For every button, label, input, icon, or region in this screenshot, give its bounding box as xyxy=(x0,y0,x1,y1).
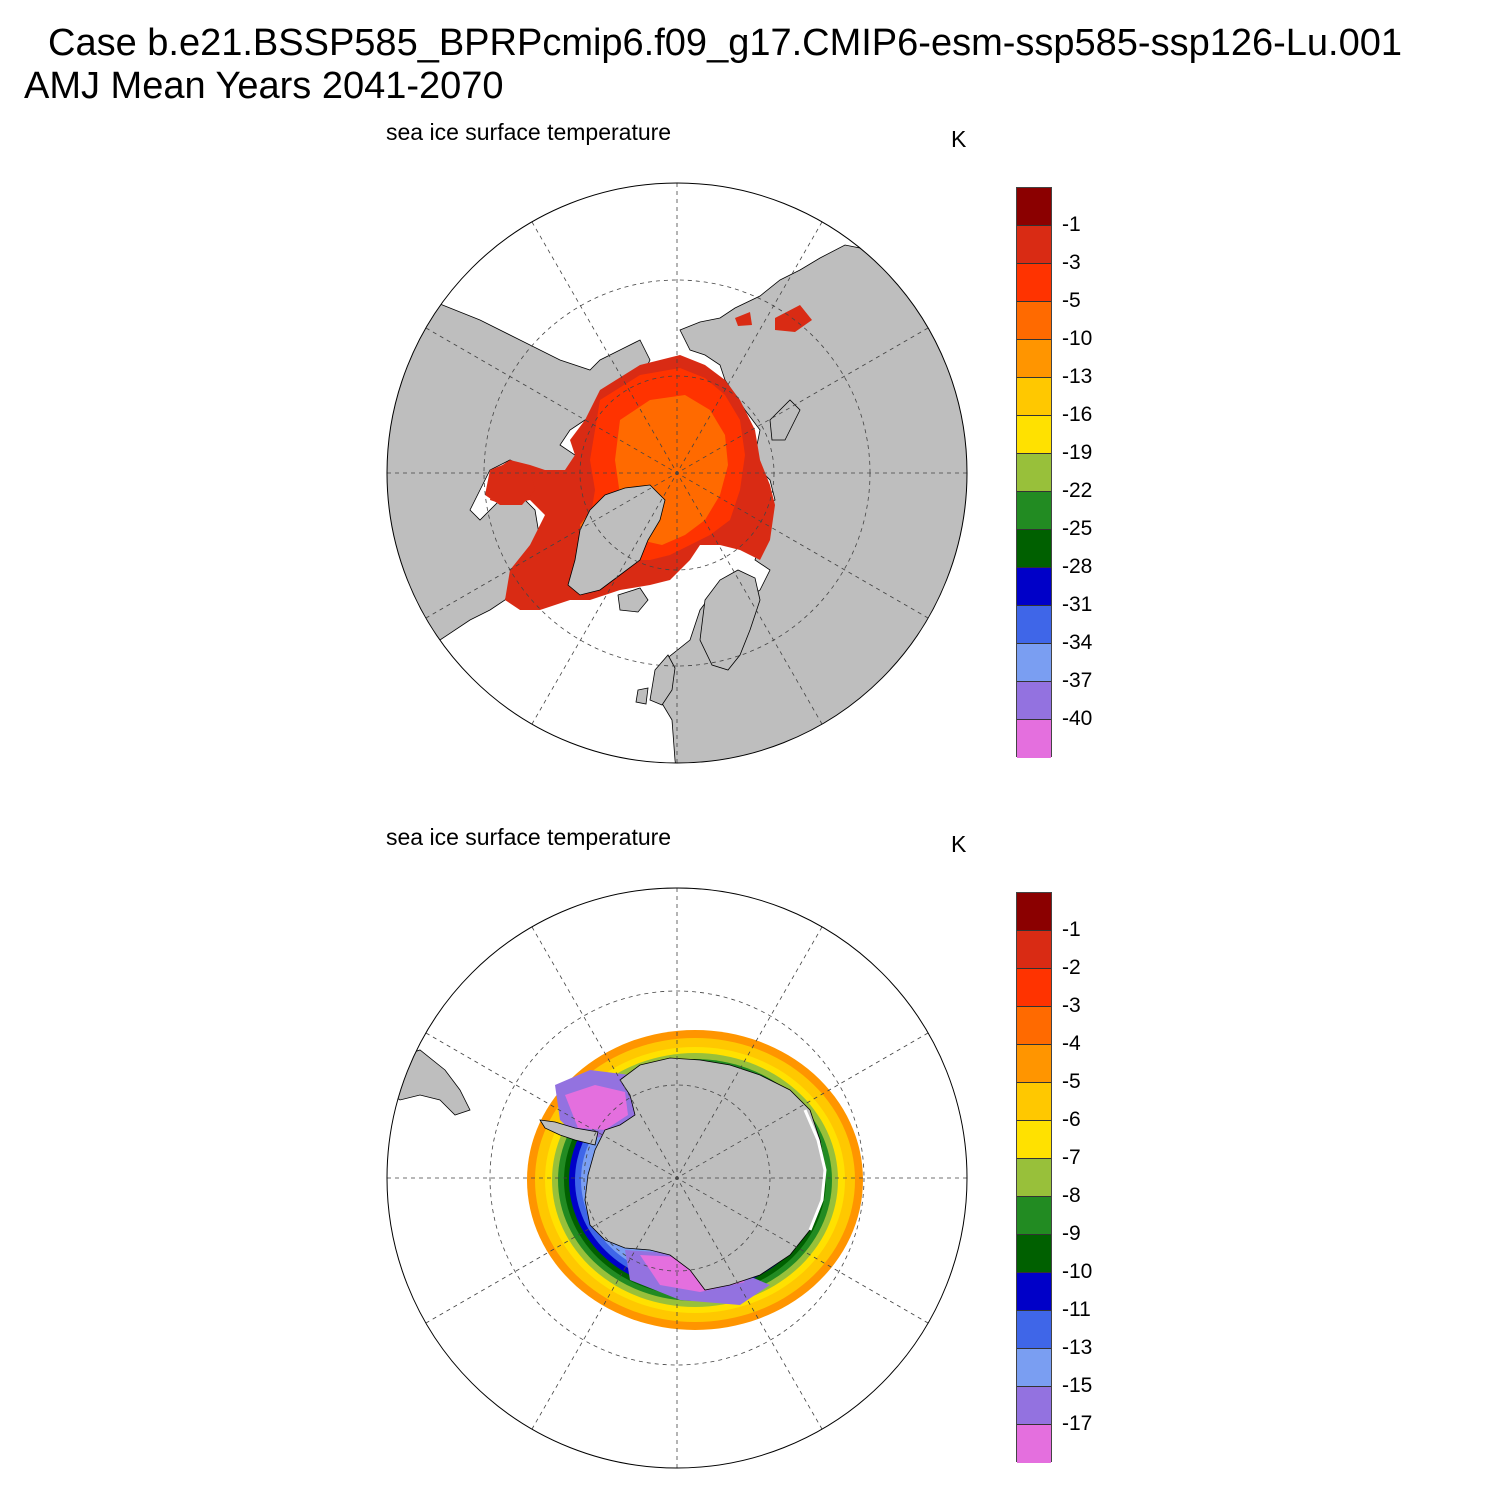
colorbar-swatch xyxy=(1017,492,1051,530)
colorbar-label: -1 xyxy=(1062,213,1081,236)
arctic-graticule xyxy=(387,183,967,763)
antarctic-colorbar xyxy=(1016,892,1052,1463)
arctic-panel-title: sea ice surface temperature xyxy=(386,119,672,145)
colorbar-swatch xyxy=(1017,969,1051,1007)
colorbar-label: -3 xyxy=(1062,994,1081,1017)
colorbar-label: -16 xyxy=(1062,403,1093,426)
period-title: AMJ Mean Years 2041-2070 xyxy=(24,65,504,107)
colorbar-swatch xyxy=(1017,530,1051,568)
colorbar-label: -25 xyxy=(1062,517,1093,540)
colorbar-swatch xyxy=(1017,931,1051,969)
colorbar-label: -1 xyxy=(1062,918,1081,941)
colorbar-swatch xyxy=(1017,682,1051,720)
arctic-colorbar xyxy=(1016,187,1052,758)
colorbar-swatch xyxy=(1017,1045,1051,1083)
colorbar-swatch xyxy=(1017,264,1051,302)
colorbar-label: -40 xyxy=(1062,707,1093,730)
colorbar-label: -3 xyxy=(1062,251,1081,274)
arctic-units: K xyxy=(951,126,967,152)
bering-ice xyxy=(735,312,752,326)
hudson-bay-ice xyxy=(485,462,535,505)
colorbar-swatch xyxy=(1017,1311,1051,1349)
colorbar-swatch xyxy=(1017,1349,1051,1387)
colorbar-swatch xyxy=(1017,454,1051,492)
colorbar-swatch xyxy=(1017,1425,1051,1463)
british-isles-land xyxy=(635,654,676,706)
colorbar-swatch xyxy=(1017,1387,1051,1425)
colorbar-label: -22 xyxy=(1062,479,1093,502)
weddell-sea-coldest xyxy=(565,1085,628,1130)
colorbar-swatch xyxy=(1017,1159,1051,1197)
colorbar-label: -13 xyxy=(1062,1336,1093,1359)
colorbar-label: -28 xyxy=(1062,555,1093,578)
scandinavia-land xyxy=(699,569,761,671)
novaya-zemlya-land xyxy=(769,399,801,441)
colorbar-label: -37 xyxy=(1062,669,1093,692)
antarctic-units: K xyxy=(951,831,967,857)
colorbar-label: -9 xyxy=(1062,1222,1081,1245)
colorbar-label: -7 xyxy=(1062,1146,1081,1169)
colorbar-swatch xyxy=(1017,1083,1051,1121)
colorbar-label: -11 xyxy=(1062,1298,1091,1321)
antarctic-map xyxy=(387,888,967,1468)
colorbar-swatch xyxy=(1017,568,1051,606)
case-title: Case b.e21.BSSP585_BPRPcmip6.f09_g17.CMI… xyxy=(48,22,1402,64)
colorbar-swatch xyxy=(1017,302,1051,340)
colorbar-label: -34 xyxy=(1062,631,1093,654)
colorbar-label: -5 xyxy=(1062,289,1081,312)
antarctic-graticule xyxy=(387,888,967,1468)
colorbar-swatch xyxy=(1017,1007,1051,1045)
colorbar-label: -13 xyxy=(1062,365,1093,388)
colorbar-swatch xyxy=(1017,378,1051,416)
colorbar-swatch xyxy=(1017,340,1051,378)
okhotsk-ice xyxy=(775,305,812,332)
iceland-land xyxy=(617,587,649,613)
colorbar-swatch xyxy=(1017,1235,1051,1273)
colorbar-swatch xyxy=(1017,893,1051,931)
colorbar-swatch xyxy=(1017,1273,1051,1311)
colorbar-swatch xyxy=(1017,1197,1051,1235)
colorbar-swatch xyxy=(1017,644,1051,682)
arctic-map xyxy=(387,183,967,763)
colorbar-swatch xyxy=(1017,188,1051,226)
colorbar-label: -6 xyxy=(1062,1108,1081,1131)
colorbar-label: -2 xyxy=(1062,956,1081,979)
colorbar-swatch xyxy=(1017,606,1051,644)
colorbar-label: -10 xyxy=(1062,327,1093,350)
colorbar-swatch xyxy=(1017,720,1051,758)
antarctica-land xyxy=(584,1057,826,1291)
colorbar-label: -19 xyxy=(1062,441,1093,464)
antarctic-peninsula-land xyxy=(539,1119,599,1146)
colorbar-swatch xyxy=(1017,226,1051,264)
colorbar-label: -4 xyxy=(1062,1032,1081,1055)
arctic-map-border xyxy=(386,182,968,764)
antarctic-map-border xyxy=(386,887,968,1469)
antarctic-panel-title: sea ice surface temperature xyxy=(386,824,672,850)
colorbar-label: -15 xyxy=(1062,1374,1093,1397)
colorbar-label: -17 xyxy=(1062,1412,1093,1435)
colorbar-label: -10 xyxy=(1062,1260,1093,1283)
colorbar-label: -31 xyxy=(1062,593,1093,616)
colorbar-label: -5 xyxy=(1062,1070,1081,1093)
colorbar-swatch xyxy=(1017,416,1051,454)
colorbar-label: -8 xyxy=(1062,1184,1081,1207)
colorbar-swatch xyxy=(1017,1121,1051,1159)
